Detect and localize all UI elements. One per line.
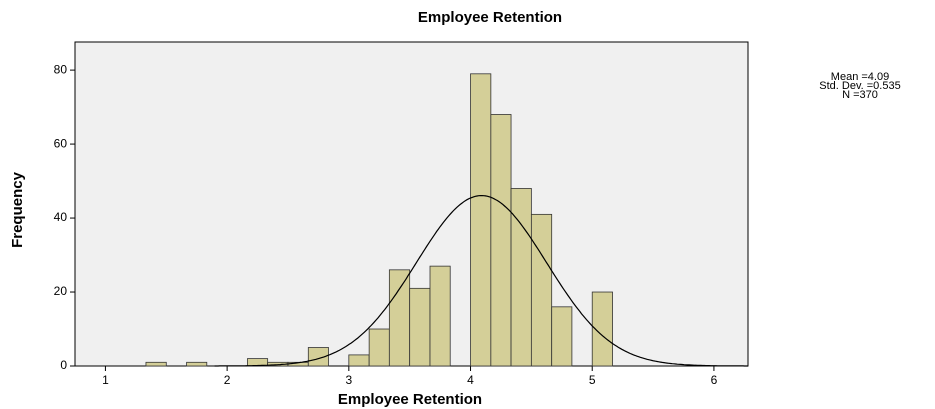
bar: [530, 213, 553, 367]
x-tick-label: 6: [711, 373, 718, 387]
x-tick-label: 2: [224, 373, 231, 387]
bar: [551, 306, 573, 367]
bar: [591, 291, 613, 367]
x-tick-label: 3: [345, 373, 352, 387]
bar: [409, 287, 431, 367]
bar: [470, 73, 492, 367]
y-axis-label: Frequency: [9, 171, 26, 248]
bar: [145, 361, 167, 367]
y-tick-label: 0: [60, 358, 67, 372]
bar: [307, 347, 329, 367]
normal-curve: [214, 195, 748, 367]
bar: [368, 328, 390, 367]
x-tick-label: 5: [589, 373, 596, 387]
stats-label: N =370: [842, 89, 878, 101]
bar: [388, 269, 411, 367]
y-tick-label: 80: [54, 62, 68, 76]
stats-label: Std. Dev. =0.535: [819, 80, 900, 92]
y-tick-label: 60: [54, 136, 68, 150]
bar: [429, 265, 451, 367]
bar: [490, 114, 512, 367]
x-tick-label: 1: [102, 373, 109, 387]
y-tick-label: 40: [54, 210, 68, 224]
bar: [348, 354, 370, 367]
x-tick-label: 4: [467, 373, 474, 387]
bar: [186, 361, 208, 367]
y-tick-label: 20: [54, 284, 68, 298]
stats-label: Mean =4.09: [831, 71, 889, 83]
chart-title: Employee Retention: [418, 9, 562, 26]
x-axis-label: Employee Retention: [338, 391, 482, 408]
